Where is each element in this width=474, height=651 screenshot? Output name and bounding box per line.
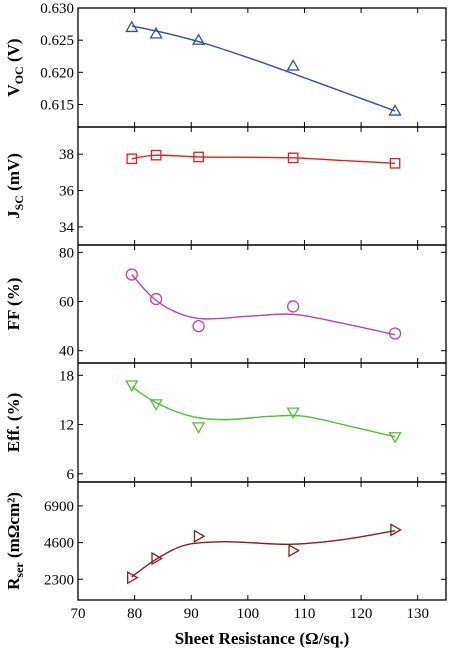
- data-point: [193, 151, 204, 163]
- y-axis-title: VOC (V): [4, 38, 26, 96]
- panels-layer: 0.615 0.620 0.625 0.630 VOC (V) 34 36 38 JSC (mV…: [4, 1, 447, 601]
- data-point: [388, 327, 402, 340]
- data-point: [151, 551, 163, 566]
- data-point: [125, 268, 138, 281]
- y-tick-label: 40: [59, 344, 74, 360]
- data-point: [149, 292, 163, 306]
- panel-frame: [77, 244, 447, 364]
- y-tick-label: 0.625: [40, 33, 74, 49]
- data-point: [191, 422, 206, 434]
- y-tick-label: 0.615: [40, 97, 74, 113]
- fit-curve: [131, 274, 396, 336]
- x-tick-label: 80: [127, 606, 142, 622]
- data-point: [149, 26, 163, 39]
- data-point: [390, 523, 402, 537]
- y-tick-label: 0.620: [40, 65, 74, 81]
- data-point: [125, 20, 139, 33]
- panel-5: 2300 4600 6900 Rser (mΩcm²): [4, 481, 447, 601]
- y-axis-title: FF (%): [4, 278, 23, 331]
- y-tick-label: 4600: [44, 536, 74, 552]
- x-axis-title: Sheet Resistance (Ω/sq.): [175, 629, 350, 648]
- data-point: [286, 407, 300, 420]
- y-axis-title: Rser (mΩcm²): [4, 492, 26, 590]
- x-axis: 70 80 90 100 110 120 130: [71, 606, 429, 622]
- panel-2: 34 36 38 JSC (mV): [4, 126, 447, 246]
- panel-frame: [77, 126, 447, 246]
- x-tick-label: 130: [406, 606, 429, 622]
- panel-3: 40 60 80 FF (%): [4, 244, 447, 364]
- data-point: [287, 152, 299, 164]
- data-point: [389, 157, 401, 169]
- x-tick-label: 100: [237, 606, 260, 622]
- data-point: [191, 33, 206, 45]
- data-point: [149, 399, 163, 411]
- data-point: [193, 529, 206, 543]
- y-tick-label: 36: [59, 184, 75, 200]
- y-tick-label: 0.630: [40, 1, 74, 17]
- data-point: [150, 149, 162, 161]
- fit-curve: [131, 154, 396, 165]
- fit-curve: [131, 25, 396, 112]
- fit-curve: [131, 529, 396, 578]
- panel-1: 0.615 0.620 0.625 0.630 VOC (V): [4, 1, 447, 128]
- x-tick-label: 90: [184, 606, 199, 622]
- data-point: [286, 300, 300, 313]
- data-point: [192, 319, 205, 333]
- data-point: [388, 432, 402, 444]
- panel-frame: [77, 481, 447, 601]
- y-tick-label: 60: [59, 295, 74, 311]
- y-tick-label: 6900: [44, 499, 74, 515]
- data-point: [127, 571, 139, 585]
- y-axis-title: Eff. (%): [4, 393, 23, 453]
- x-tick-label: 120: [350, 606, 373, 622]
- x-tick-label: 110: [293, 606, 315, 622]
- data-point: [126, 153, 138, 165]
- x-tick-label: 70: [71, 606, 86, 622]
- y-tick-label: 2300: [44, 572, 74, 588]
- fit-curve: [131, 386, 396, 438]
- y-tick-label: 34: [59, 220, 75, 236]
- data-point: [388, 104, 402, 116]
- data-point: [125, 380, 139, 392]
- y-tick-label: 38: [59, 147, 74, 163]
- data-point: [286, 59, 300, 71]
- data-point: [288, 543, 300, 558]
- y-tick-label: 6: [67, 467, 75, 483]
- panel-4: 6 12 18 Eff. (%): [4, 362, 447, 483]
- y-tick-label: 12: [59, 418, 74, 434]
- y-tick-label: 18: [59, 368, 74, 384]
- y-axis-title: JSC (mV): [4, 153, 26, 219]
- y-tick-label: 80: [59, 245, 74, 261]
